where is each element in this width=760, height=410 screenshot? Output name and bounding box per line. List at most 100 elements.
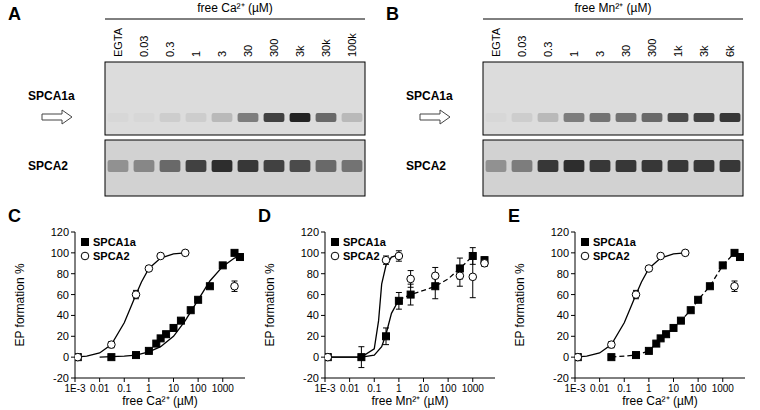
y-axis-title: EP formation % bbox=[13, 263, 27, 346]
data-point bbox=[358, 354, 365, 361]
gel-band bbox=[186, 113, 207, 122]
error-cap bbox=[432, 267, 438, 268]
legend-marker bbox=[582, 239, 589, 246]
x-tick bbox=[75, 378, 76, 382]
error-cap bbox=[232, 291, 238, 292]
x-tick-label: 100 bbox=[440, 383, 457, 394]
error-cap bbox=[396, 309, 402, 310]
x-tick bbox=[472, 378, 473, 382]
legend-marker bbox=[82, 239, 89, 246]
error-cap bbox=[457, 265, 463, 266]
y-tick bbox=[71, 336, 75, 337]
legend-marker bbox=[81, 252, 89, 260]
error-bar bbox=[408, 271, 414, 288]
x-tick-label: 1 bbox=[396, 383, 402, 394]
gel-band bbox=[290, 113, 311, 122]
error-cap bbox=[470, 297, 476, 298]
error-cap bbox=[432, 298, 438, 299]
data-point bbox=[687, 307, 694, 314]
panel-letter: E bbox=[508, 206, 520, 226]
error-bar bbox=[358, 347, 364, 368]
gel-band bbox=[590, 113, 611, 122]
y-tick bbox=[571, 232, 575, 233]
y-tick-label: 40 bbox=[307, 309, 319, 321]
data-point bbox=[395, 252, 403, 260]
error-cap bbox=[232, 281, 238, 282]
data-point bbox=[632, 291, 640, 299]
y-tick bbox=[321, 273, 325, 274]
error-bar bbox=[133, 290, 139, 298]
x-tick-label: 1 bbox=[646, 383, 652, 394]
error-cap bbox=[396, 261, 402, 262]
lane-label: 1 bbox=[190, 51, 202, 57]
error-cap bbox=[457, 286, 463, 287]
error-bar bbox=[75, 354, 81, 360]
y-tick-label: 20 bbox=[307, 330, 319, 342]
x-tick bbox=[99, 378, 100, 382]
gel-band bbox=[342, 160, 363, 172]
error-cap bbox=[408, 305, 414, 306]
header-bracket bbox=[105, 19, 365, 20]
data-point bbox=[382, 256, 390, 264]
y-tick-label: 60 bbox=[557, 289, 569, 301]
x-tick-label: 0.01 bbox=[90, 383, 110, 394]
band-arrow bbox=[42, 110, 72, 124]
data-point bbox=[731, 282, 739, 290]
data-point bbox=[395, 297, 402, 304]
y-tick-label: 0 bbox=[563, 351, 569, 363]
error-cap bbox=[396, 292, 402, 293]
error-cap bbox=[408, 287, 414, 288]
y-tick-label: 100 bbox=[301, 247, 319, 259]
error-bar bbox=[608, 342, 614, 348]
lane-label: EGTA bbox=[112, 27, 124, 57]
error-cap bbox=[408, 270, 414, 271]
x-tick bbox=[349, 378, 350, 382]
data-point bbox=[645, 347, 652, 354]
x-tick-label: 100 bbox=[190, 383, 207, 394]
fit-curve bbox=[100, 256, 240, 357]
x-tick bbox=[698, 378, 699, 382]
gel-header: free Ca²⁺ (µM) bbox=[197, 1, 273, 15]
error-bar bbox=[232, 281, 238, 291]
error-bar bbox=[633, 290, 639, 298]
gel-band bbox=[212, 160, 233, 172]
data-point bbox=[608, 341, 616, 349]
x-tick bbox=[198, 378, 199, 382]
y-tick-label: 120 bbox=[301, 226, 319, 238]
error-bar bbox=[325, 354, 331, 360]
lane-label: 1 bbox=[568, 51, 580, 57]
x-axis-title: free Ca²⁺ (µM) bbox=[622, 394, 698, 408]
gel-band bbox=[616, 160, 637, 172]
lane-label: 3 bbox=[216, 51, 228, 57]
y-tick-label: 40 bbox=[557, 309, 569, 321]
error-cap bbox=[457, 258, 463, 259]
gel-band bbox=[564, 160, 585, 172]
data-point bbox=[670, 324, 677, 331]
legend-label: SPCA1a bbox=[343, 236, 387, 248]
x-axis bbox=[325, 378, 495, 379]
data-point bbox=[163, 331, 170, 338]
y-tick bbox=[71, 273, 75, 274]
data-point bbox=[383, 333, 390, 340]
y-tick-label: 80 bbox=[557, 268, 569, 280]
x-tick bbox=[398, 378, 399, 382]
y-tick bbox=[321, 378, 325, 379]
data-point bbox=[231, 282, 239, 290]
error-bar bbox=[575, 354, 581, 360]
y-tick bbox=[571, 294, 575, 295]
lane-label: 3 bbox=[594, 51, 606, 57]
error-bar bbox=[396, 251, 402, 261]
gel-band bbox=[238, 113, 259, 122]
gel-band bbox=[590, 160, 611, 172]
gel-band bbox=[316, 113, 337, 122]
error-bar bbox=[408, 284, 414, 305]
data-point bbox=[187, 307, 194, 314]
gel-header: free Mn²⁺ (µM) bbox=[575, 1, 652, 15]
data-point bbox=[75, 354, 81, 361]
y-tick bbox=[71, 315, 75, 316]
y-tick bbox=[71, 252, 75, 253]
x-tick-label: 100 bbox=[690, 383, 707, 394]
y-tick bbox=[571, 252, 575, 253]
legend-marker bbox=[581, 252, 589, 260]
data-point bbox=[736, 254, 743, 261]
